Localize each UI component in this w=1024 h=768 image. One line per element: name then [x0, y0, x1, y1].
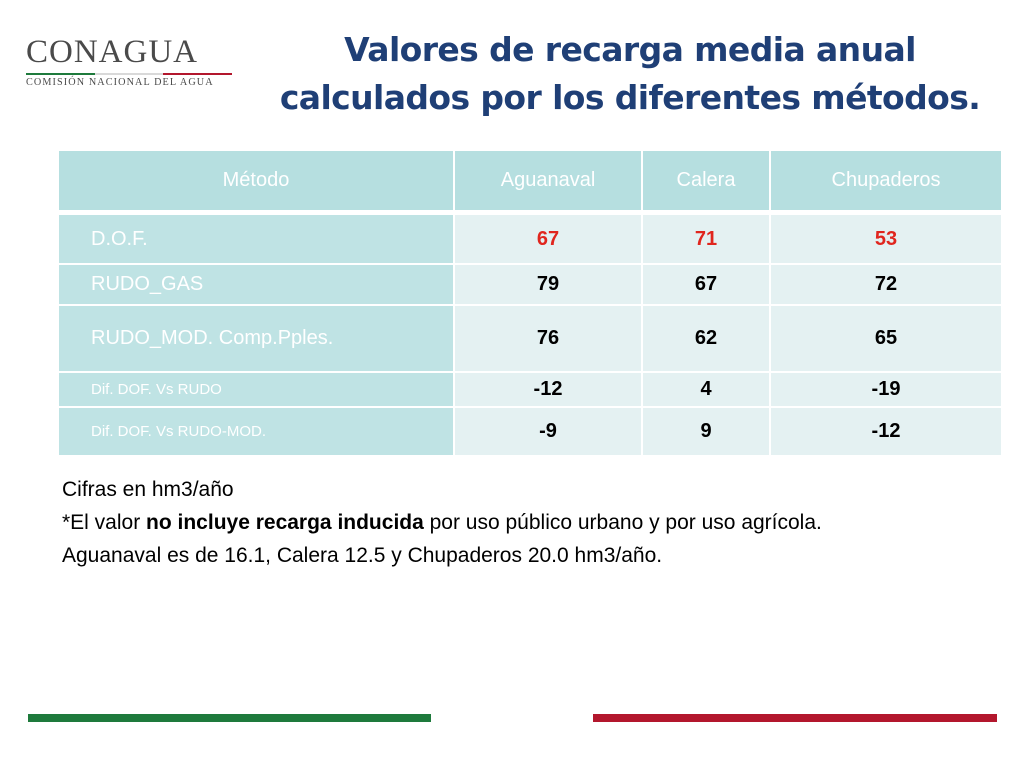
column-header-chupaderos: Chupaderos — [770, 150, 1002, 214]
row-label: Dif. DOF. Vs RUDO — [58, 372, 454, 407]
table-row: Dif. DOF. Vs RUDO -12 4 -19 — [58, 372, 1002, 407]
table-cell: 72 — [770, 264, 1002, 305]
table-row: D.O.F. 67 71 53 — [58, 214, 1002, 264]
conagua-logo: CONAGUA COMISIÓN NACIONAL DEL AGUA — [26, 34, 233, 88]
logo-subtitle: COMISIÓN NACIONAL DEL AGUA — [26, 77, 214, 88]
row-label: Dif. DOF. Vs RUDO-MOD. — [58, 407, 454, 456]
slide-title-line-1: Valores de recarga media anual — [344, 30, 916, 69]
table-cell: 71 — [642, 214, 770, 264]
red-footer-stripe — [593, 714, 997, 722]
values-note: Aguanaval es de 16.1, Calera 12.5 y Chup… — [62, 544, 663, 567]
column-header-calera: Calera — [642, 150, 770, 214]
table-cell: -12 — [770, 407, 1002, 456]
column-header-aguanaval: Aguanaval — [454, 150, 642, 214]
units-note: Cifras en hm3/año — [62, 478, 234, 501]
logo-wordmark: CONAGUA — [26, 34, 198, 70]
column-header-metodo: Método — [58, 150, 454, 214]
table-row: RUDO_GAS 79 67 72 — [58, 264, 1002, 305]
exclusion-note-prefix: *El valor — [62, 511, 147, 534]
slide-title: Valores de recarga media anual calculado… — [245, 26, 1015, 122]
table-cell: 53 — [770, 214, 1002, 264]
table-cell: 62 — [642, 305, 770, 372]
table-cell: 76 — [454, 305, 642, 372]
table-cell: 9 — [642, 407, 770, 456]
exclusion-note: *El valor no incluye recarga inducida po… — [62, 506, 822, 539]
table-cell: 67 — [454, 214, 642, 264]
table-cell: -12 — [454, 372, 642, 407]
table-cell: -19 — [770, 372, 1002, 407]
logo-tricolor-rule — [26, 73, 233, 75]
row-label: RUDO_MOD. Comp.Pples. — [58, 305, 454, 372]
table-cell: -9 — [454, 407, 642, 456]
table-cell: 79 — [454, 264, 642, 305]
green-footer-stripe — [28, 714, 431, 722]
table-header-row: Método Aguanaval Calera Chupaderos — [58, 150, 1002, 214]
recharge-values-table: Método Aguanaval Calera Chupaderos D.O.F… — [58, 150, 1002, 456]
row-label: RUDO_GAS — [58, 264, 454, 305]
row-label: D.O.F. — [58, 214, 454, 264]
table-row: RUDO_MOD. Comp.Pples. 76 62 65 — [58, 305, 1002, 372]
table-cell: 67 — [642, 264, 770, 305]
table-cell: 65 — [770, 305, 1002, 372]
table-cell: 4 — [642, 372, 770, 407]
slide-title-line-2: calculados por los diferentes métodos. — [279, 78, 981, 117]
footnotes: Cifras en hm3/año *El valor no incluye r… — [62, 473, 822, 572]
exclusion-note-suffix: por uso público urbano y por uso agrícol… — [423, 511, 822, 534]
exclusion-note-bold: no incluye recarga inducida — [146, 511, 424, 534]
table-row: Dif. DOF. Vs RUDO-MOD. -9 9 -12 — [58, 407, 1002, 456]
